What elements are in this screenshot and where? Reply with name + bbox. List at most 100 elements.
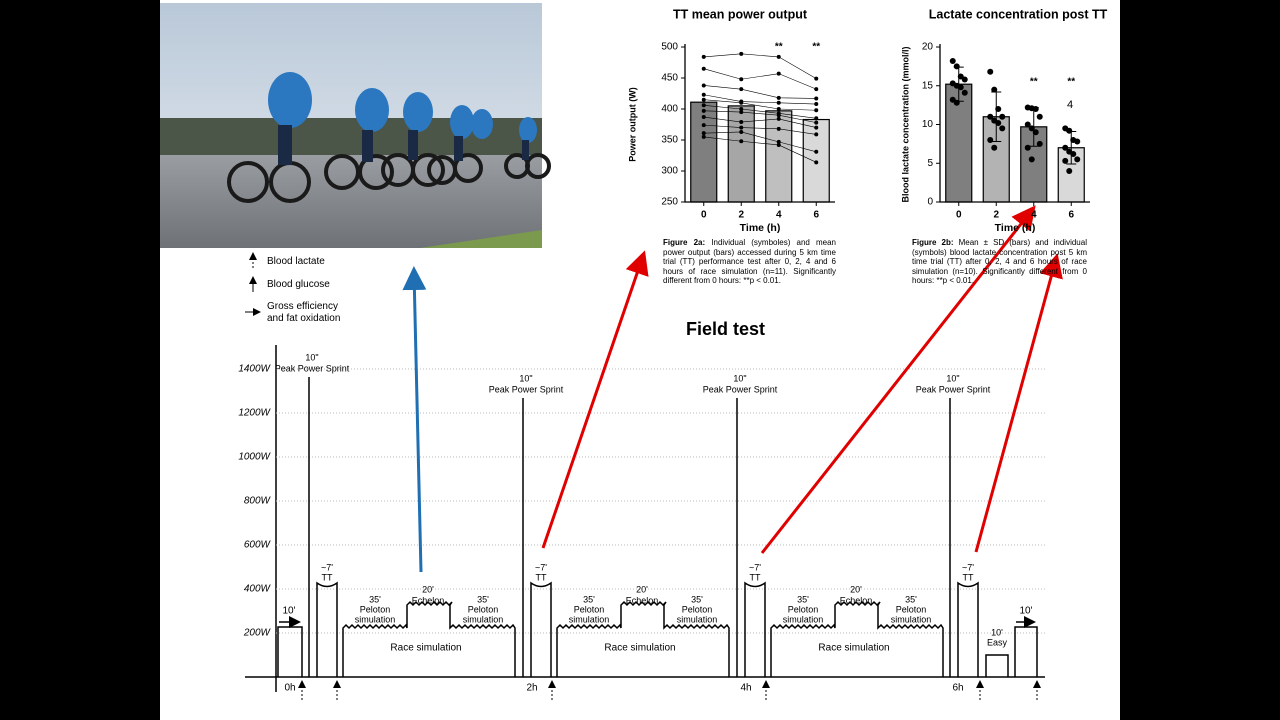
x-axis-label: Time (h) bbox=[995, 222, 1036, 234]
subject-point bbox=[814, 76, 819, 81]
protocol-label: Peloton bbox=[682, 604, 713, 614]
link-arrows bbox=[402, 205, 1063, 573]
y-tick-label: 300 bbox=[661, 166, 678, 177]
legend-icons bbox=[245, 252, 261, 316]
subject-point bbox=[1032, 129, 1039, 136]
subject-point bbox=[776, 126, 781, 131]
subject-point bbox=[701, 131, 706, 136]
x-tick-label: 2 bbox=[738, 210, 744, 221]
y-tick-label: 450 bbox=[661, 73, 678, 84]
subject-point bbox=[776, 139, 781, 144]
subject-point bbox=[701, 134, 706, 139]
caption-label: Figure 2a: bbox=[663, 238, 706, 247]
x-axis-label: Time (h) bbox=[740, 222, 781, 234]
subject-point bbox=[1036, 113, 1043, 120]
chart-title: TT mean power output bbox=[673, 7, 808, 21]
heading: Field test bbox=[686, 319, 765, 339]
y-tick-label: 250 bbox=[661, 197, 678, 208]
subject-point bbox=[1024, 144, 1031, 151]
protocol-label: Peloton bbox=[574, 604, 605, 614]
arrow-blue bbox=[402, 266, 427, 573]
protocol-label: 10" bbox=[733, 373, 746, 383]
protocol-label: TT bbox=[322, 572, 333, 582]
y-tick-label: 400 bbox=[661, 104, 678, 115]
x-tick-label: 4 bbox=[1031, 210, 1037, 221]
x-tick-label: 0 bbox=[956, 210, 962, 221]
subject-point bbox=[776, 54, 781, 59]
significance: ** bbox=[1067, 77, 1075, 88]
protocol-label: simulation bbox=[783, 614, 824, 624]
subject-point bbox=[739, 107, 744, 111]
protocol-label: 35' bbox=[797, 594, 809, 604]
subject-point bbox=[953, 63, 960, 70]
protocol-label: 10' bbox=[282, 606, 295, 617]
x-tick-label: 0 bbox=[701, 210, 707, 221]
y-tick-label: 400W bbox=[244, 584, 272, 595]
photo-road bbox=[160, 155, 542, 248]
caption-text: Mean ± SD (bars) and individual (symbols… bbox=[912, 238, 1087, 286]
subject-point bbox=[953, 99, 960, 106]
y-tick-label: 500 bbox=[661, 42, 678, 53]
photo-riders bbox=[268, 72, 537, 143]
subject-point bbox=[776, 71, 781, 76]
protocol-label: ~7' bbox=[962, 562, 974, 572]
subject-point bbox=[1066, 168, 1073, 174]
bar bbox=[727, 105, 755, 203]
subject-point bbox=[987, 68, 994, 75]
caption-text: Individual (symboles) and mean power out… bbox=[663, 238, 836, 286]
subject-point bbox=[701, 108, 706, 113]
time-label: 4h bbox=[740, 683, 751, 694]
subject-point bbox=[701, 103, 706, 108]
y-tick-label: 0 bbox=[927, 197, 933, 208]
y-tick-label: 350 bbox=[661, 135, 678, 146]
subject-point bbox=[987, 113, 994, 120]
subject-point bbox=[739, 77, 744, 82]
protocol-label: 35' bbox=[691, 594, 703, 604]
subject-point bbox=[739, 51, 744, 56]
x-tick-label: 4 bbox=[776, 210, 782, 221]
chart-note: 4 bbox=[1067, 99, 1073, 111]
protocol-label: Race simulation bbox=[390, 643, 461, 654]
y-axis-label: Power output (W) bbox=[627, 87, 637, 161]
subject-point bbox=[814, 149, 819, 154]
time-label: 6h bbox=[952, 683, 963, 694]
y-tick-label: 1200W bbox=[238, 408, 271, 419]
subject-point bbox=[776, 95, 781, 100]
protocol-label: 35' bbox=[583, 594, 595, 604]
subject-point bbox=[701, 115, 706, 120]
subject-point bbox=[995, 119, 1002, 126]
subject-point bbox=[1036, 140, 1043, 147]
caption: Figure 2a: Individual (symboles) and mea… bbox=[663, 238, 836, 286]
subject-point bbox=[949, 57, 956, 64]
subject-point bbox=[701, 97, 706, 102]
subject-line bbox=[703, 53, 817, 79]
time-label: 2h bbox=[526, 683, 537, 694]
subject-point bbox=[1032, 106, 1039, 112]
protocol-label: Peloton bbox=[788, 604, 819, 614]
time-label: 0h bbox=[284, 683, 295, 694]
subject-point bbox=[739, 125, 744, 130]
subject-point bbox=[814, 132, 819, 137]
y-tick-label: 20 bbox=[922, 42, 934, 53]
arrow-red bbox=[760, 205, 1036, 554]
subject-point bbox=[814, 120, 819, 125]
subject-line bbox=[703, 68, 817, 90]
y-tick-label: 200W bbox=[243, 628, 272, 639]
subject-point bbox=[1066, 127, 1073, 134]
legend-entry: Gross efficiency and fat oxidation bbox=[267, 301, 341, 324]
protocol-label: 10' bbox=[1019, 606, 1032, 617]
subject-point bbox=[991, 86, 998, 93]
subject-point bbox=[814, 102, 819, 107]
protocol-label: TT bbox=[536, 572, 547, 582]
subject-point bbox=[999, 113, 1006, 120]
y-tick-label: 1000W bbox=[238, 452, 271, 463]
protocol-label: 10" bbox=[946, 373, 959, 383]
subject-line bbox=[703, 131, 817, 153]
protocol-label: 10' bbox=[991, 627, 1003, 637]
subject-line bbox=[703, 94, 817, 105]
subject-point bbox=[995, 106, 1002, 112]
subject-point bbox=[814, 96, 819, 101]
y-tick-label: 600W bbox=[244, 540, 272, 551]
subject-line bbox=[703, 124, 817, 135]
